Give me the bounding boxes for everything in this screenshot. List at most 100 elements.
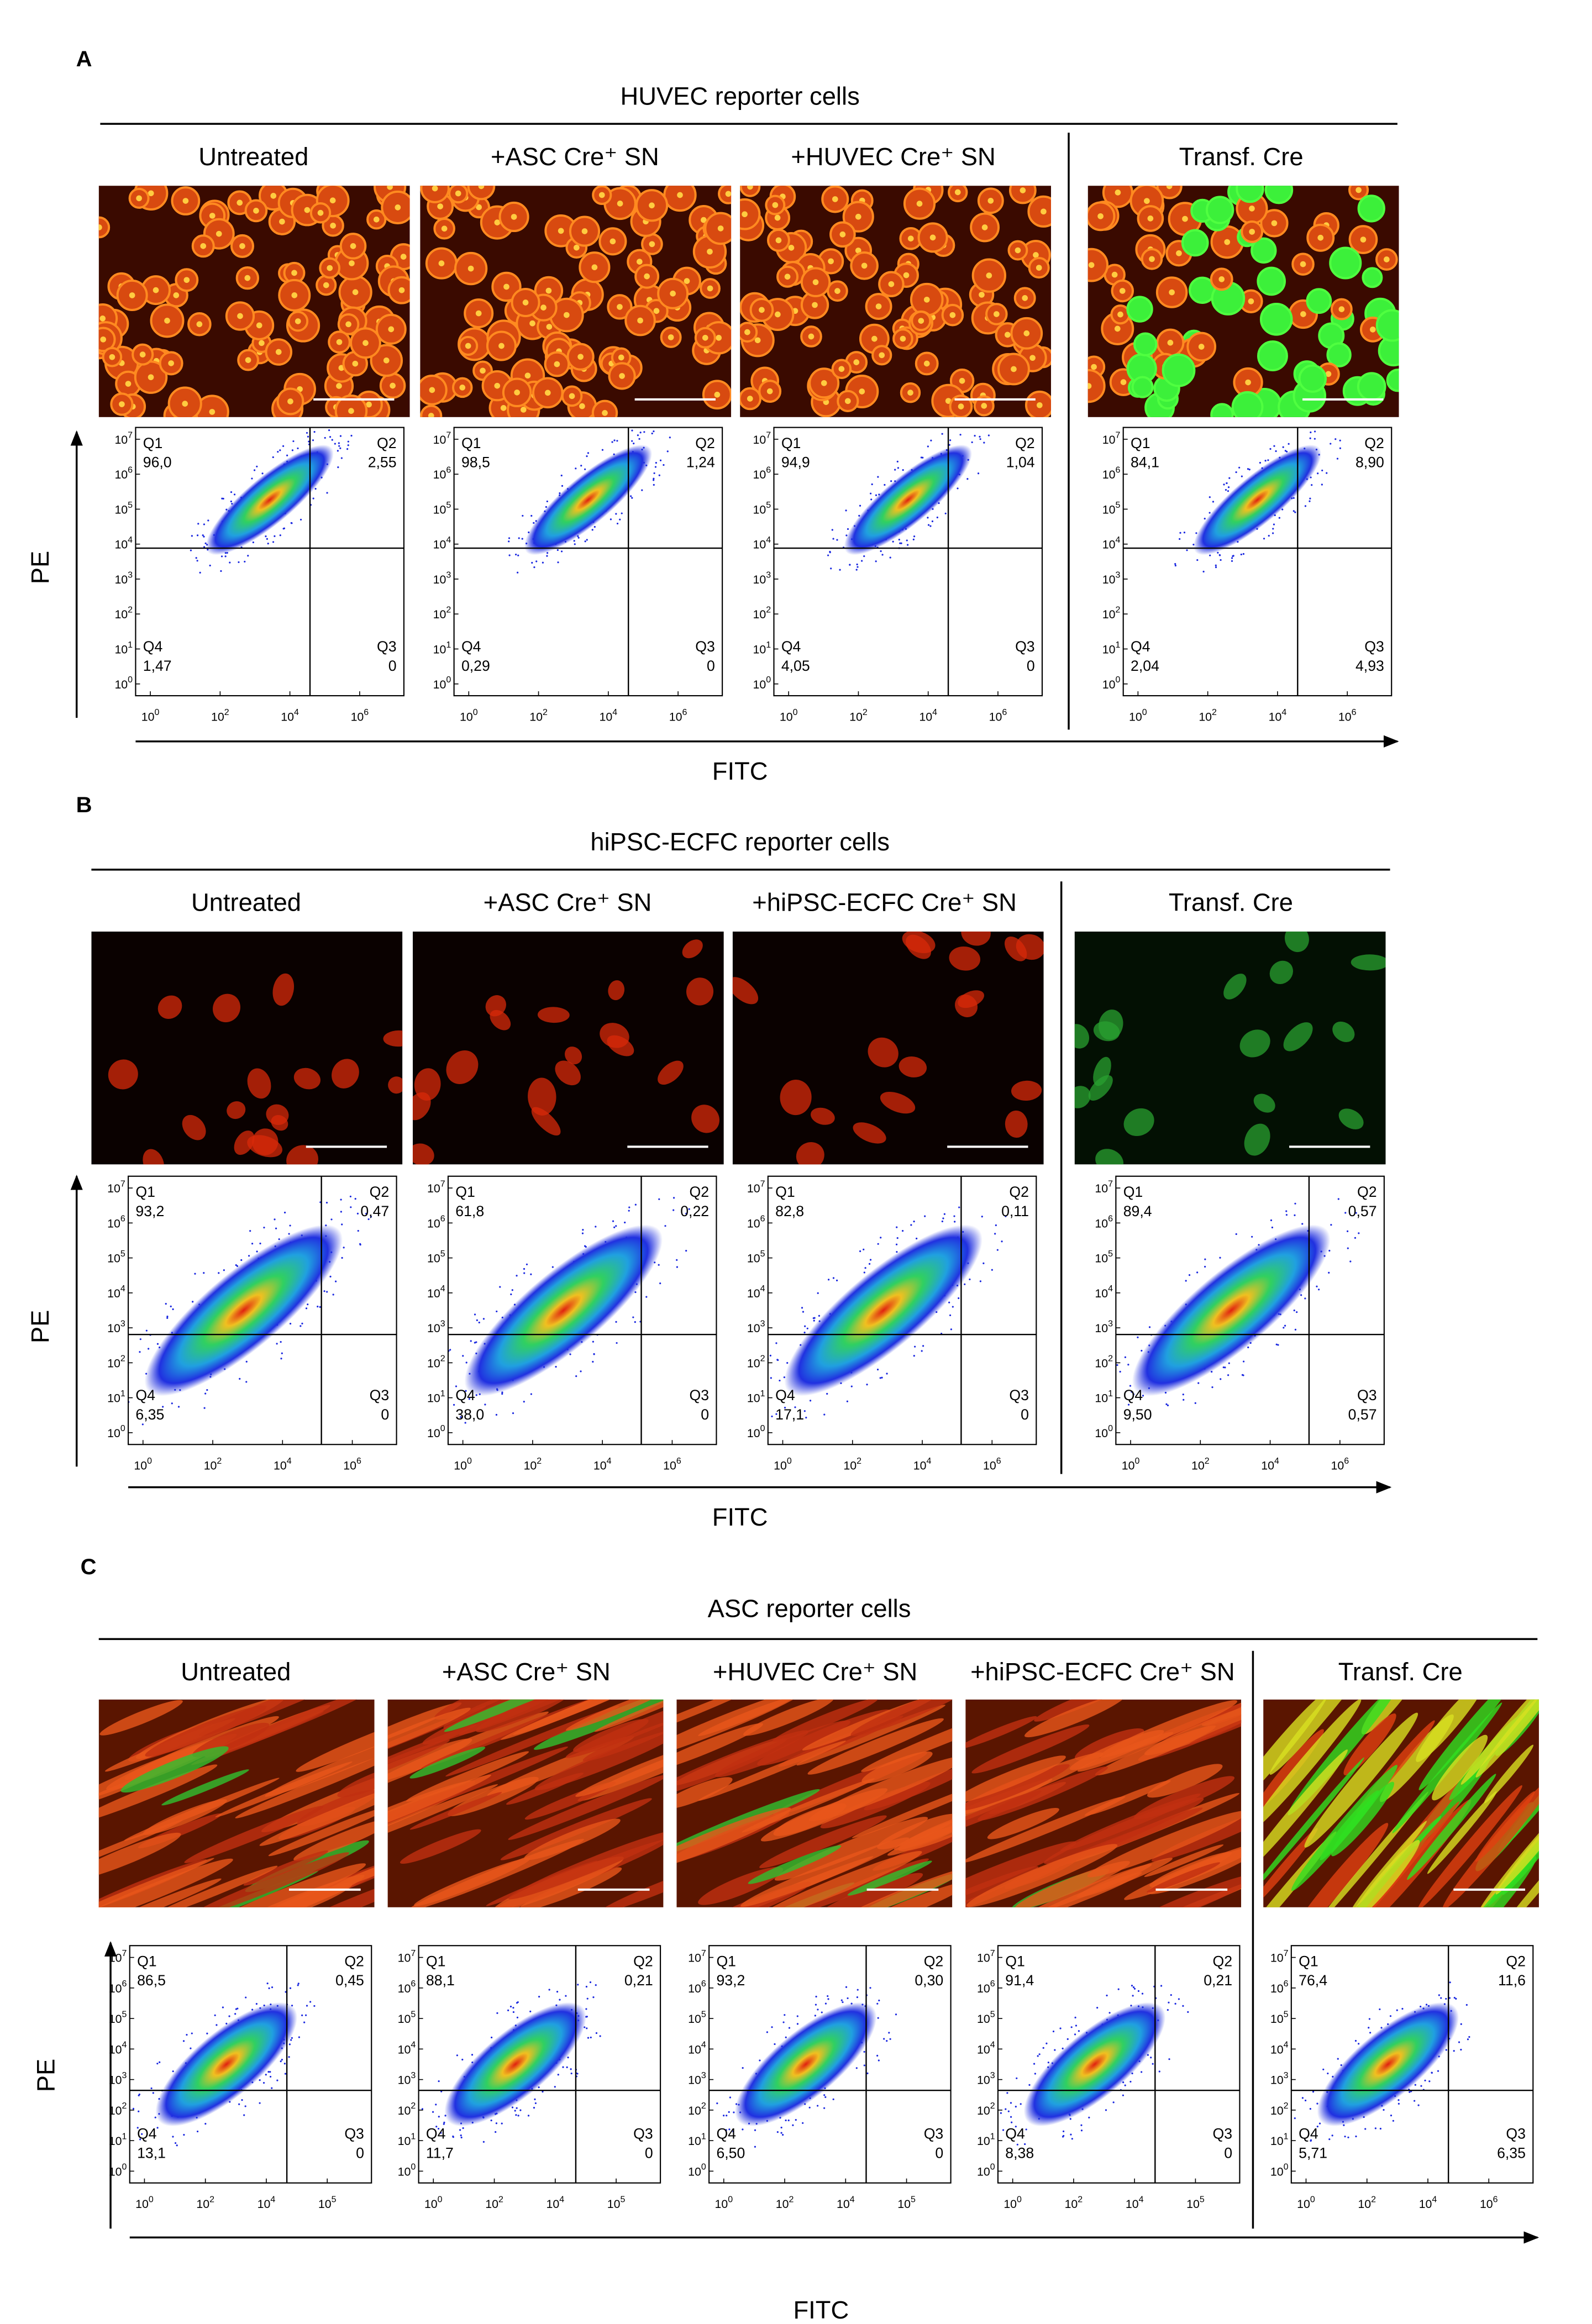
tick-label: 100 [753,675,771,691]
tick-base: 10 [204,1459,217,1473]
tick-exponent: 2 [1371,2195,1376,2204]
cell-core [1015,247,1021,254]
quadrant-value: 0 [701,1406,709,1423]
tick-exponent: 1 [1115,640,1120,650]
event-dot [314,488,317,490]
cell [691,1105,719,1133]
tick-base: 10 [427,1217,440,1230]
tick-exponent: 5 [446,501,451,510]
tick-base: 10 [1095,1252,1108,1265]
cell-core [387,186,393,190]
fiber [565,1699,664,1731]
tick-base: 10 [114,503,128,516]
cell-core [828,258,834,265]
event-dot [313,431,316,433]
event-dot [1396,2009,1398,2011]
quadrant-name: Q2 [1009,1184,1029,1200]
event-dot [512,1412,514,1415]
tick-exponent: 4 [270,2195,275,2204]
cell-core [855,248,861,254]
quadrant-value: 13,1 [137,2144,166,2161]
event-dot [1379,2008,1381,2011]
event-dot [339,447,341,449]
event-dot [1275,450,1277,453]
tick-exponent: 0 [120,1424,125,1433]
event-dot [1148,1326,1151,1328]
cell-core [1218,276,1225,282]
event-dot [1417,2104,1420,2106]
fiber [599,1864,664,1907]
event-dot [288,2056,290,2058]
event-dot [1267,459,1269,461]
event-dot [1186,549,1188,551]
cell-core [707,249,713,255]
event-dot [1318,1289,1320,1291]
event-dot [248,1255,250,1257]
cell [718,186,732,204]
event-dot [1318,2122,1321,2125]
event-dot [958,1206,960,1208]
event-dot [1271,1226,1274,1229]
event-dot [815,2004,817,2006]
event-dot [285,1991,287,1993]
tick-base: 10 [1269,710,1282,723]
event-dot [1183,1398,1185,1401]
event-dot [529,2010,532,2012]
quadrant-name: Q4 [1299,2126,1318,2142]
tick-exponent: 2 [789,2195,794,2204]
quadrant-name: Q2 [377,435,397,451]
cell-core [524,372,531,379]
fiber [1460,1699,1539,1785]
quadrant-name: Q4 [716,2126,736,2142]
event-dot [546,555,548,557]
event-dot [827,1279,830,1281]
tick-exponent: 3 [411,2071,416,2080]
event-dot [276,2079,279,2081]
event-dot [871,483,873,486]
event-dot [191,2032,193,2034]
event-dot [1310,2139,1312,2141]
event-dot [913,535,916,538]
cell-core [1198,344,1205,350]
event-dot [653,477,655,480]
tick-label: 106 [1102,466,1121,482]
tick-base: 10 [398,1982,411,1995]
tick-label: 106 [114,466,133,482]
event-dot [815,1995,817,1998]
event-dot [281,1352,283,1354]
event-dot [1465,2004,1468,2006]
event-dot [850,1385,853,1387]
fiber [965,1755,1066,1804]
event-dot [1275,1343,1278,1345]
event-dot [350,434,353,437]
fiber [406,1751,529,1802]
tick-label: 104 [398,2041,416,2057]
cell [740,186,761,197]
tick-base: 10 [1480,2197,1493,2211]
event-dot [335,1280,337,1282]
event-dot [1358,1232,1360,1234]
event-dot [1133,1988,1136,1990]
tick-label: 102 [977,2101,995,2117]
event-dot [538,1996,540,1998]
tick-exponent: 5 [411,2010,416,2019]
event-dot [1344,2136,1346,2138]
event-dot [631,440,633,442]
tick-exponent: 3 [446,570,451,580]
event-dot [1010,2102,1012,2104]
tick-base: 10 [688,1982,701,1995]
event-dot [857,566,859,568]
event-dot [894,469,896,471]
fiber [387,1774,492,1847]
quadrant-name: Q1 [1299,1953,1318,1970]
event-dot [1228,1362,1230,1364]
cell [334,394,368,417]
quadrant-value: 88,1 [426,1972,455,1989]
event-dot [476,1319,478,1321]
tick-exponent: 5 [120,1249,125,1259]
event-dot [141,1423,144,1426]
event-dot [732,2130,734,2133]
quadrant-name: Q1 [461,435,481,451]
tick-base: 10 [837,2197,850,2211]
cell [182,1114,206,1140]
